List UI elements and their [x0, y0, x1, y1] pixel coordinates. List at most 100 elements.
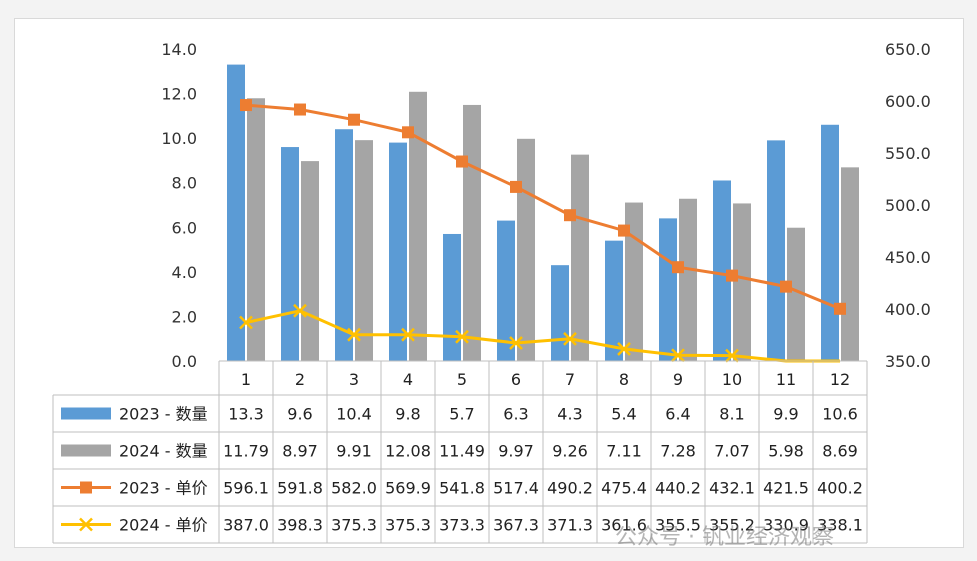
table-cell: 9.97 [498, 442, 534, 461]
bar-a [551, 265, 569, 361]
y-right-tick-label: 650.0 [885, 40, 931, 59]
line-point [618, 224, 630, 237]
table-cell: 6.4 [665, 405, 690, 424]
table-cell: 7.07 [714, 442, 750, 461]
table-cell: 9.8 [395, 405, 420, 424]
table-cell: 9.26 [552, 442, 588, 461]
table-cell: 8.97 [282, 442, 318, 461]
y-left-tick-label: 14.0 [161, 40, 197, 59]
y-right-tick-label: 500.0 [885, 196, 931, 215]
bar-b [679, 198, 697, 361]
line-point [510, 180, 522, 193]
table-cell: 432.1 [709, 479, 755, 498]
x-tick-label: 3 [349, 370, 359, 389]
table-cell: 6.3 [503, 405, 528, 424]
bar-b [733, 203, 751, 361]
line-point [347, 327, 361, 342]
bar-b [571, 154, 589, 361]
line-point [455, 329, 469, 344]
x-tick-label: 11 [776, 370, 796, 389]
bar-b [301, 161, 319, 361]
table-cell: 569.9 [385, 479, 431, 498]
table-cell: 400.2 [817, 479, 863, 498]
table-cell: 596.1 [223, 479, 269, 498]
table-cell: 5.4 [611, 405, 636, 424]
table-cell: 490.2 [547, 479, 593, 498]
x-tick-label: 9 [673, 370, 683, 389]
bar-b [787, 227, 805, 361]
table-cell: 5.98 [768, 442, 804, 461]
y-right-tick-label: 600.0 [885, 92, 931, 111]
x-tick-label: 12 [830, 370, 850, 389]
x-tick-label: 1 [241, 370, 251, 389]
y-left-tick-label: 0.0 [172, 352, 197, 371]
watermark: 公众号 · 钒业经济观察 [615, 525, 834, 550]
x-tick-label: 6 [511, 370, 521, 389]
table-cell: 361.6 [601, 516, 647, 535]
table-cell: 4.3 [557, 405, 582, 424]
table-cell: 11.49 [439, 442, 485, 461]
x-tick-label: 5 [457, 370, 467, 389]
line-point [348, 113, 360, 126]
table-cell: 398.3 [277, 516, 323, 535]
line-point [509, 336, 523, 350]
y-right-tick-label: 350.0 [885, 352, 931, 371]
table-cell: 8.69 [822, 442, 858, 461]
x-tick-label: 4 [403, 370, 413, 389]
x-tick-label: 2 [295, 370, 305, 389]
bar-b [841, 167, 859, 361]
x-tick-label: 8 [619, 370, 629, 389]
y-left-tick-label: 2.0 [172, 307, 197, 326]
table-cell: 12.08 [385, 442, 431, 461]
legend-label: 2023 - 单价 [119, 479, 208, 498]
line-point [834, 302, 846, 315]
table-cell: 367.3 [493, 516, 539, 535]
series-line [245, 309, 840, 363]
table-cell: 10.6 [822, 405, 858, 424]
bar-a [281, 147, 299, 361]
bar-b [463, 104, 481, 362]
line-point [401, 327, 415, 342]
x-tick-label: 7 [565, 370, 575, 389]
bar-a [821, 124, 839, 362]
table-cell: 8.1 [719, 405, 744, 424]
table-cell: 9.91 [336, 442, 372, 461]
table-cell: 375.3 [385, 516, 431, 535]
table-cell: 591.8 [277, 479, 323, 498]
y-left-tick-label: 4.0 [172, 263, 197, 282]
line-point [456, 155, 468, 168]
table-cell: 373.3 [439, 516, 485, 535]
table-cell: 10.4 [336, 405, 372, 424]
y-left-tick-label: 8.0 [172, 174, 197, 193]
line-point [293, 303, 307, 318]
y-right-tick-label: 550.0 [885, 144, 931, 163]
y-left-tick-label: 6.0 [172, 218, 197, 237]
line-point [294, 103, 306, 116]
legend-label: 2024 - 单价 [119, 516, 208, 535]
chart-frame: 0.0 2.0 4.0 6.0 8.0 10.0 12.0 14.0 350.0 400.0 450… [14, 18, 964, 550]
series-line [245, 103, 841, 311]
line-point [617, 342, 631, 356]
bar-a [713, 180, 731, 361]
bar-a [659, 218, 677, 361]
line-point [725, 348, 739, 363]
line-point [239, 315, 253, 330]
line-point [402, 126, 414, 139]
bar-a [497, 220, 515, 361]
bar-a [605, 240, 623, 361]
table-cell: 517.4 [493, 479, 539, 498]
table-cell: 7.11 [606, 442, 642, 461]
table-cell: 11.79 [223, 442, 269, 461]
table-cell: 13.3 [228, 405, 264, 424]
table-cell: 5.7 [449, 405, 474, 424]
table-cell: 475.4 [601, 479, 647, 498]
legend-label: 2024 - 数量 [119, 442, 208, 461]
legend-key-marker [80, 481, 92, 494]
table-cell: 387.0 [223, 516, 269, 535]
bar-a [389, 142, 407, 361]
legend-label: 2023 - 数量 [119, 405, 208, 424]
table-cell: 7.28 [660, 442, 696, 461]
table-cell: 355.5 [655, 516, 701, 535]
line-point [564, 209, 576, 222]
line-point [563, 331, 577, 346]
